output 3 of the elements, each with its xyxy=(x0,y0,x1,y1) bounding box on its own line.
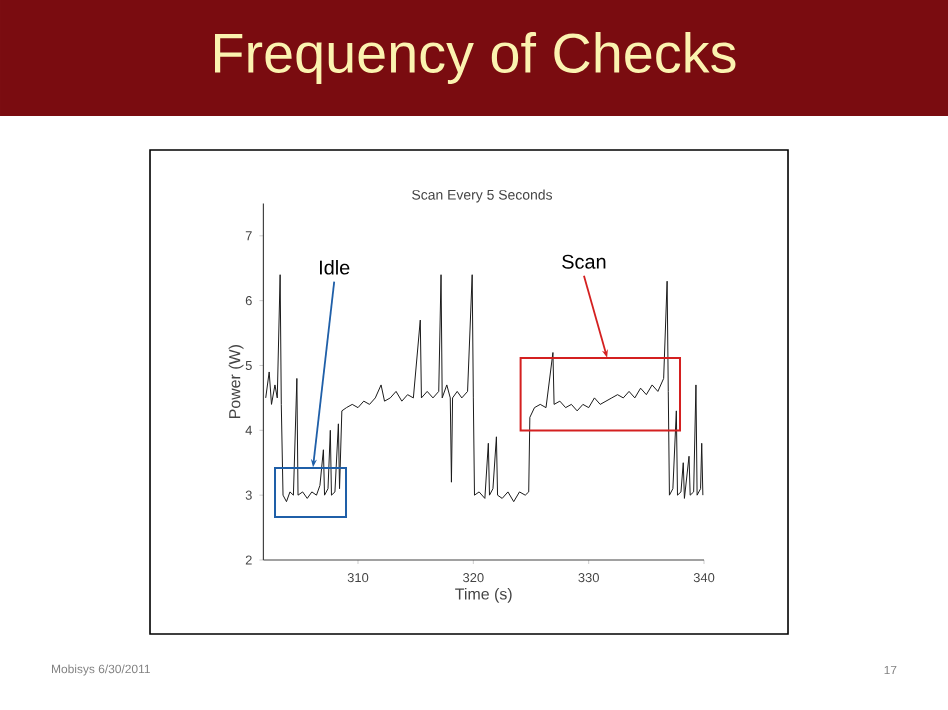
chart-title: Frequency of Checks xyxy=(214,32,736,84)
annotation: Scan xyxy=(562,254,606,269)
annotation: Idle xyxy=(319,259,350,275)
